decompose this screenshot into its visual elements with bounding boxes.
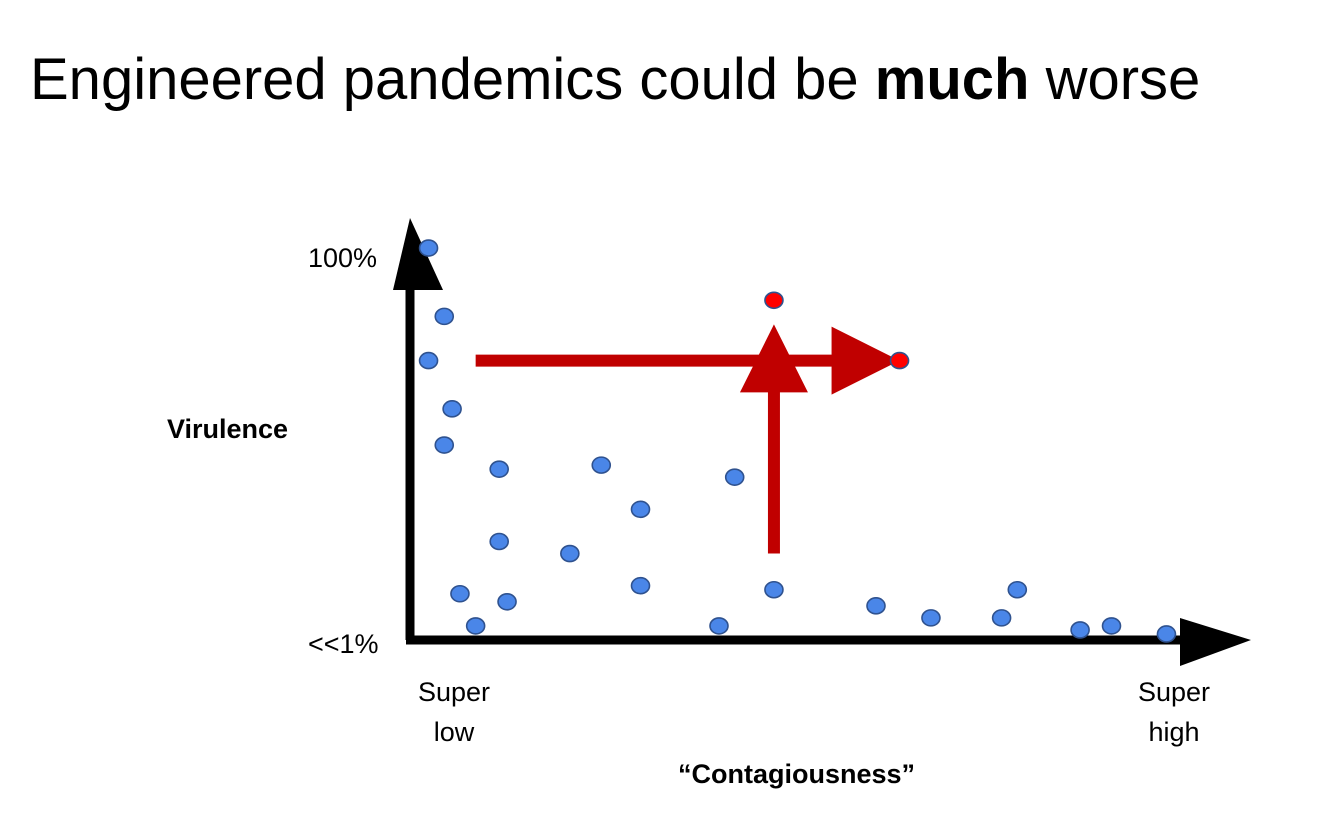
natural-point-19 — [991, 609, 1012, 627]
title-prefix: Engineered pandemics could be — [30, 47, 875, 112]
natural-point-20 — [1007, 580, 1028, 599]
x-axis-arrowhead — [1180, 618, 1251, 666]
natural-point-4 — [434, 436, 455, 454]
y-tick-bottom: <<1% — [308, 629, 379, 659]
natural-point-6 — [591, 456, 612, 474]
title-suffix: worse — [1029, 47, 1201, 112]
y-axis-arrowhead — [393, 218, 443, 290]
x-tick-left: Super low — [412, 672, 496, 752]
x-tick-right: Super high — [1130, 672, 1218, 752]
slide-title: Engineered pandemics could be much worse — [30, 44, 1200, 116]
natural-point-8 — [724, 468, 745, 486]
natural-point-7 — [630, 500, 651, 519]
x-tick-right-line2: high — [1148, 717, 1200, 747]
natural-point-21 — [1070, 621, 1090, 639]
y-tick-top: 100% — [308, 243, 378, 273]
natural-point-5 — [489, 460, 510, 478]
x-axis-label: “Contagiousness” — [678, 759, 916, 789]
data-points — [418, 239, 1177, 643]
shift-arrows — [475, 324, 900, 554]
shift-arrow-head-1 — [739, 324, 808, 393]
x-tick-left-line1: Super — [417, 677, 491, 707]
natural-point-3 — [442, 400, 462, 418]
natural-point-18 — [921, 609, 941, 627]
shift-arrow-head-0 — [831, 326, 900, 395]
axes — [393, 218, 1251, 666]
natural-point-17 — [866, 597, 886, 615]
natural-point-0 — [418, 239, 439, 257]
natural-point-22 — [1101, 617, 1122, 635]
x-tick-right-line1: Super — [1137, 677, 1211, 707]
title-emphasis: much — [874, 47, 1030, 112]
natural-point-12 — [465, 617, 486, 635]
natural-point-1 — [434, 307, 455, 326]
y-axis-label: Virulence — [167, 414, 289, 444]
natural-point-9 — [489, 532, 510, 551]
natural-point-15 — [709, 617, 729, 635]
natural-point-14 — [630, 576, 651, 595]
natural-point-11 — [450, 584, 470, 603]
natural-point-13 — [497, 592, 517, 611]
natural-point-23 — [1156, 625, 1177, 643]
natural-point-10 — [560, 544, 580, 563]
natural-point-16 — [764, 580, 784, 599]
engineered-point-0 — [764, 291, 784, 310]
engineered-point-1 — [889, 351, 910, 370]
x-tick-left-line2: low — [433, 717, 475, 747]
natural-point-2 — [418, 351, 439, 370]
